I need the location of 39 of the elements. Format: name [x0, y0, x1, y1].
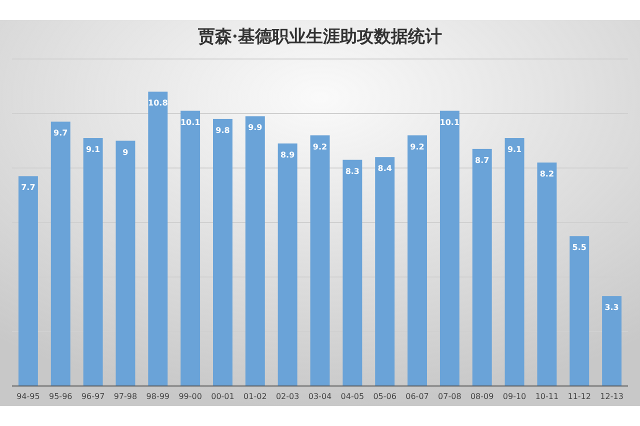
data-label: 9.1 [507, 145, 522, 154]
data-label: 9 [122, 148, 129, 157]
data-label: 9.2 [410, 142, 424, 152]
x-tick-label: 99-00 [178, 392, 202, 401]
x-tick-label: 97-98 [114, 392, 138, 401]
data-label: 9.2 [312, 142, 328, 152]
data-label: 5.5 [572, 243, 587, 252]
data-label: 10.8 [148, 98, 168, 108]
x-tick-label: 10-11 [535, 392, 559, 401]
data-label: 3.3 [604, 303, 619, 312]
x-tick-label: 12-13 [600, 392, 624, 401]
data-label: 9.1 [86, 145, 101, 154]
data-label: 8.7 [475, 156, 490, 165]
x-tick-label: 04-05 [340, 392, 364, 401]
chart-title: 贾森·基德职业生涯助攻数据统计 [197, 27, 442, 47]
data-label: 9.8 [216, 126, 230, 135]
x-tick-label: 01-02 [244, 392, 267, 401]
data-label: 8.9 [280, 150, 296, 160]
data-label: 8.4 [378, 164, 392, 174]
x-tick-label: 96-97 [81, 392, 105, 401]
x-tick-label: 06-07 [406, 392, 429, 401]
data-label: 8.2 [540, 170, 554, 179]
x-tick-label: 98-99 [146, 392, 170, 401]
data-label: 9.9 [248, 123, 263, 132]
data-label: 10.1 [180, 118, 201, 127]
x-tick-label: 05-06 [373, 392, 396, 401]
x-tick-label: 95-96 [49, 392, 72, 401]
data-label: 8.3 [345, 166, 360, 176]
x-tick-label: 02-03 [276, 392, 300, 401]
x-tick-label: 07-08 [438, 392, 462, 401]
x-tick-label: 09-10 [502, 392, 526, 401]
x-tick-label: 00-01 [211, 392, 234, 401]
data-label: 7.7 [21, 183, 36, 192]
x-tick-label: 11-12 [568, 392, 591, 401]
x-tick-label: 08-09 [470, 392, 494, 401]
data-label: 10.1 [440, 118, 460, 127]
data-label: 9.7 [54, 128, 68, 138]
x-tick-label: 94-95 [16, 392, 40, 401]
x-tick-label: 03-04 [308, 392, 332, 401]
